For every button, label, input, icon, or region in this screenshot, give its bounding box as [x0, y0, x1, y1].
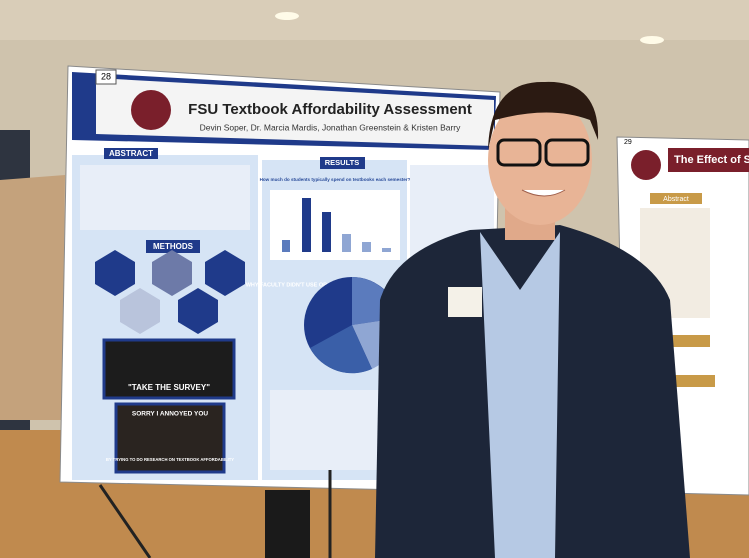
- meme-sorry-bottom: BY TRYING TO DO RESEARCH ON TEXTBOOK AFF…: [106, 457, 234, 462]
- method-hex: [120, 288, 160, 334]
- bar-chart-panel: [270, 190, 400, 260]
- glasses: [496, 138, 542, 167]
- poster-bar: [282, 240, 290, 252]
- meme-survey-caption: "TAKE THE SURVEY": [128, 383, 210, 392]
- poster-authors: Devin Soper, Dr. Marcia Mardis, Jonathan…: [200, 122, 462, 132]
- fsu-seal: [131, 90, 171, 130]
- abstract-label-bg: [104, 148, 158, 159]
- methods-label: METHODS: [153, 242, 194, 251]
- glasses: [544, 138, 590, 167]
- results-label: RESULTS: [325, 158, 359, 167]
- name-badge: [448, 287, 482, 317]
- right-poster-title: The Effect of S: [674, 154, 749, 166]
- hair: [488, 81, 599, 150]
- abstract-text: [80, 165, 250, 230]
- method-hex: [95, 250, 135, 296]
- poster-header-inner: [96, 78, 494, 146]
- poster-bar: [322, 212, 331, 252]
- right-poster-header: [668, 148, 749, 172]
- right-abstract-bg: [650, 193, 702, 204]
- smile: [521, 189, 566, 197]
- ceiling-light: [275, 12, 299, 20]
- right-poster-number: 29: [624, 139, 632, 146]
- right-abstract-label: Abstract: [663, 196, 689, 203]
- meme-survey: [102, 338, 236, 400]
- right-seal: [631, 150, 661, 180]
- methods-label-bg: [146, 240, 200, 253]
- poster-bar: [382, 248, 391, 252]
- poster-bar: [362, 242, 371, 252]
- easel-leg: [98, 484, 152, 558]
- pie-slice: [310, 325, 372, 374]
- chart-question: How much do students typically spend on …: [260, 177, 411, 182]
- poster-board-left: [0, 175, 65, 420]
- shirt: [480, 232, 560, 558]
- ceiling-light: [640, 36, 664, 44]
- method-hex: [205, 250, 245, 296]
- method-hex: [152, 250, 192, 296]
- poster-number-tag: [95, 69, 117, 85]
- abstract-label: ABSTRACT: [109, 149, 153, 158]
- poster-bar: [342, 234, 351, 252]
- poster-number: 28: [101, 71, 111, 81]
- bag: [265, 490, 310, 558]
- pie-title: WHY FACULTY DIDN'T USE OR CREATE OER: [246, 282, 365, 288]
- method-hex: [178, 288, 218, 334]
- meme-sorry-top: SORRY I ANNOYED YOU: [132, 411, 209, 418]
- poster-title: FSU Textbook Affordability Assessment: [188, 101, 472, 118]
- results-label-bg: [320, 157, 365, 169]
- poster-bar: [302, 198, 311, 252]
- meme-sorry: [114, 402, 226, 474]
